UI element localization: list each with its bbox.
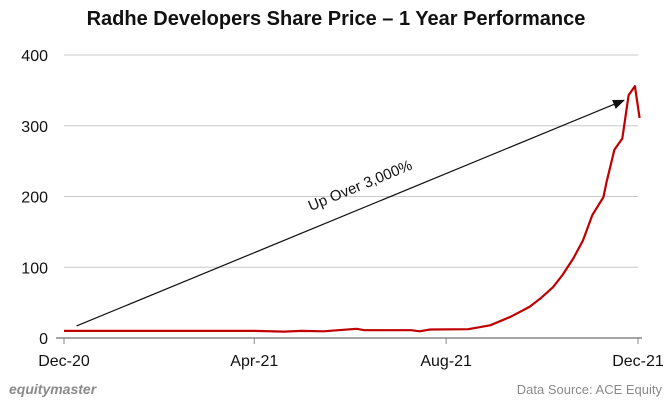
y-tick-label: 0 — [39, 331, 48, 348]
equitymaster-logo: equitymaster — [9, 381, 97, 397]
x-tick-label: Aug-21 — [420, 353, 472, 370]
y-tick-label: 200 — [21, 190, 48, 207]
data-source: Data Source: ACE Equity — [516, 382, 662, 397]
x-tick-label: Apr-21 — [230, 353, 278, 370]
annotation-label: Up Over 3,000% — [306, 157, 415, 215]
chart-title: Radhe Developers Share Price – 1 Year Pe… — [86, 8, 586, 30]
y-tick-label: 400 — [21, 48, 48, 65]
x-tick-label: Dec-21 — [612, 353, 664, 370]
annotation-arrow — [76, 99, 625, 327]
y-tick-label: 300 — [21, 119, 48, 136]
x-tick-label: Dec-20 — [38, 353, 90, 370]
price-line — [64, 84, 641, 333]
y-tick-label: 100 — [21, 260, 48, 277]
